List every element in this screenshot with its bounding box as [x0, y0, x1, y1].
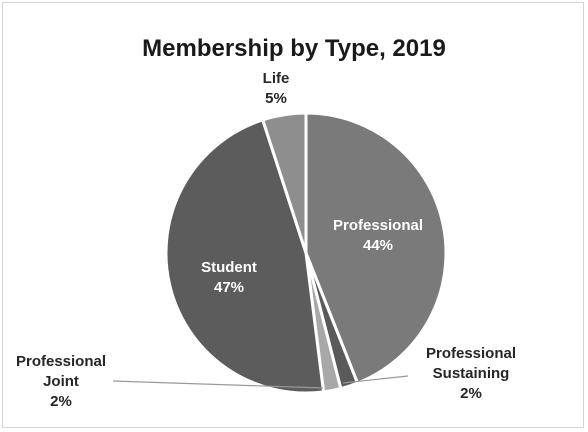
chart-area: Membership by Type, 2019 Professional 44%…: [2, 2, 584, 428]
slice-percent: 2%: [460, 385, 482, 402]
pie-slices: [164, 111, 448, 395]
slice-name: Sustaining: [433, 365, 510, 382]
leader-line-professional-sustaining: [342, 375, 409, 384]
pie-slice-professional: [304, 111, 448, 386]
slice-label-life: Life 5%: [263, 70, 290, 107]
slice-percent: 5%: [265, 90, 287, 107]
slice-name: Professional: [16, 353, 106, 370]
slice-label-student: Student 47%: [201, 259, 257, 296]
chart-title: Membership by Type, 2019: [142, 35, 446, 62]
slice-name: Life: [263, 70, 290, 87]
slice-label-professional-sustaining: Professional Sustaining 2%: [426, 345, 516, 402]
slice-name: Joint: [43, 373, 79, 390]
slice-labels: Professional 44%Professional Sustaining 2%P…: [16, 70, 516, 410]
slice-name: Student: [201, 259, 257, 276]
leader-lines: [112, 375, 409, 389]
slice-name: Professional: [333, 217, 423, 234]
leader-line-professional-joint: [112, 380, 324, 389]
slice-label-professional: Professional 44%: [333, 217, 423, 254]
slice-percent: 47%: [214, 279, 244, 296]
slice-name: Professional: [426, 345, 516, 362]
pie-slice-life: [260, 111, 308, 254]
slice-percent: 44%: [363, 237, 393, 254]
pie-chart: Membership by Type, 2019 Professional 44%…: [16, 35, 516, 410]
slice-percent: 2%: [50, 393, 72, 410]
slice-label-professional-joint: Professional Joint 2%: [16, 353, 106, 410]
